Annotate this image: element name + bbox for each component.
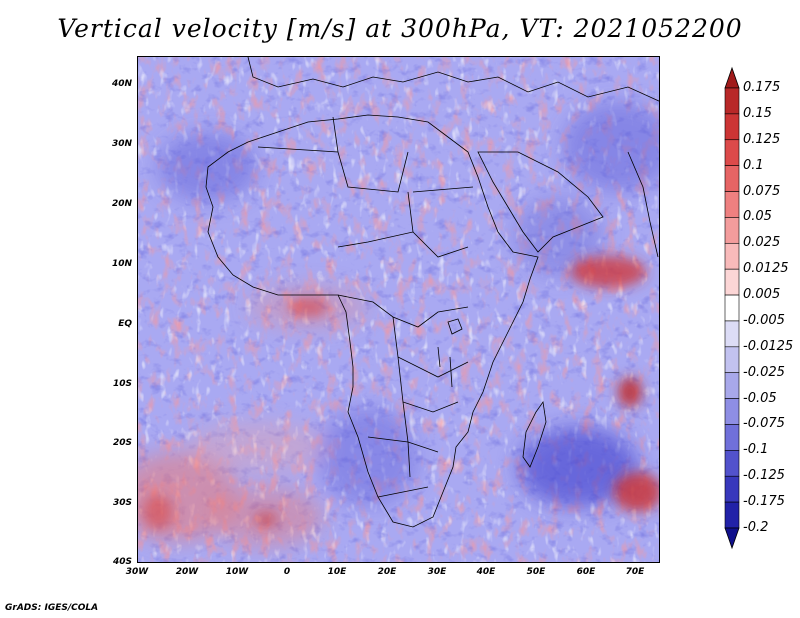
footer-credit: GrADS: IGES/COLA [5,603,99,613]
map-panel [137,56,660,563]
y-tick-label: 20S [112,438,132,448]
colorbar-tick-label: 0.0125 [743,261,789,277]
x-tick-label: 20W [175,567,199,577]
colorbar-cell [724,320,740,348]
colorbar-cell [724,424,740,451]
x-tick-label: 40E [476,567,496,577]
rift-lakes [437,346,453,388]
colorbar-tick-label: 0.005 [743,287,781,303]
convective-cells [143,256,659,530]
colorbar-tick-label: 0.175 [743,80,781,95]
y-tick-label: 40N [111,79,132,89]
colorbar-tick-label: -0.125 [743,468,785,484]
colorbar-tick-label: -0.175 [743,494,785,510]
arabian-peninsula [477,151,604,253]
y-tick-label: 30N [111,139,132,149]
x-tick-label: 20E [377,567,397,577]
colorbar-cells [724,66,740,550]
velocity-field-map [138,57,659,562]
colorbar-cell [724,268,740,296]
x-tick-label: 60E [576,567,596,577]
colorbar-tick-label: -0.0125 [743,338,794,354]
y-tick-label: 40S [112,557,132,567]
colorbar-bottom-arrow [724,527,740,550]
colorbar-top-arrow [724,66,740,89]
india-coast [627,151,659,258]
borders-south [367,401,439,498]
colorbar-cell [724,113,740,141]
colorbar [724,66,740,550]
y-tick-label: 30S [112,498,132,508]
colorbar-tick-label: -0.005 [743,312,785,328]
y-tick-label: 20N [111,199,132,209]
colorbar-tick-label: 0.05 [743,209,772,225]
colorbar-tick-label: -0.075 [743,416,785,432]
colorbar-cell [724,217,740,244]
colorbar-tick-label: 0.025 [743,235,781,251]
africa-coastline [205,114,539,528]
x-tick-label: 30W [125,567,149,577]
colorbar-cell [724,450,740,477]
x-tick-label: 70E [625,567,645,577]
colorbar-tick-label: -0.025 [743,364,785,380]
x-tick-label: 10W [225,567,249,577]
colorbar-tick-label: 0.1 [743,157,764,173]
y-tick-label: 10S [112,379,132,389]
x-tick-label: 50E [526,567,546,577]
colorbar-cell [724,165,740,192]
colorbar-cell [724,242,740,270]
x-tick-label: 30E [427,567,447,577]
colorbar-cell [724,501,740,529]
borders-central [337,294,469,413]
colorbar-tick-label: 0.15 [743,105,772,121]
coastlines-and-borders [205,57,659,528]
colorbar-cell [724,191,740,218]
colorbar-tick-label: 0.075 [743,183,781,199]
colorbar-tick-label: -0.05 [743,390,777,406]
lake-victoria [447,318,463,335]
colorbar-cell [724,346,740,374]
colorbar-cell [724,372,740,399]
colorbar-tick-label: 0.125 [743,131,781,147]
y-tick-label: EQ [118,319,132,329]
colorbar-tick-label: -0.1 [743,442,769,458]
borders-north [257,116,474,258]
y-tick-label: 10N [111,259,132,269]
colorbar-tick-label: -0.2 [743,520,769,535]
colorbar-cell [724,475,740,503]
chart-title: Vertical velocity [m/s] at 300hPa, VT: 2… [57,14,743,43]
colorbar-cell [724,87,740,115]
europe-coast [247,57,659,102]
madagascar [522,400,547,468]
colorbar-cell [724,139,740,166]
colorbar-cell [724,294,740,322]
x-tick-label: 0 [283,567,291,577]
colorbar-cell [724,398,740,425]
x-tick-label: 10E [327,567,347,577]
